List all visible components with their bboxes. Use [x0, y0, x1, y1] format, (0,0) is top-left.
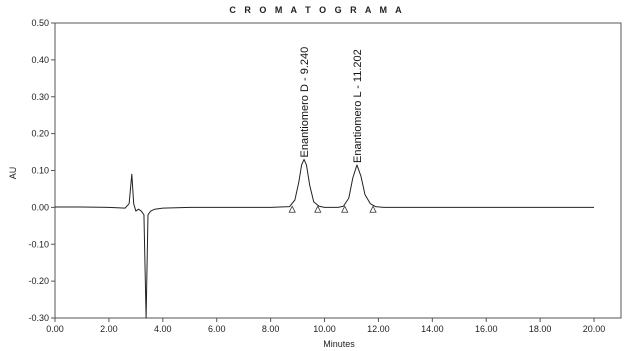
- peak-label: Enantiomero D - 9.240: [299, 47, 311, 158]
- integration-marker: [314, 205, 322, 213]
- y-tick-label: 0.30: [31, 92, 49, 102]
- plot-frame: [54, 22, 622, 319]
- x-tick-label: 12.00: [367, 324, 390, 334]
- y-tick-label: -0.10: [28, 239, 49, 249]
- x-tick-label: 10.00: [313, 324, 336, 334]
- x-tick-label: 4.00: [154, 324, 172, 334]
- integration-marker: [369, 205, 377, 213]
- y-tick-label: 0.10: [31, 166, 49, 176]
- y-axis-label: AU: [8, 167, 18, 180]
- integration-markers: [288, 205, 377, 213]
- x-tick-label: 2.00: [100, 324, 118, 334]
- y-tick-label: 0.00: [31, 202, 49, 212]
- y-tick-label: 0.50: [31, 18, 49, 28]
- x-axis: 0.00 2.00 4.00 6.00 8.00 10.00 12.00 14.00 16.00…: [46, 318, 605, 334]
- chromatogram-trace: [55, 158, 595, 319]
- y-tick-label: -0.30: [28, 313, 49, 323]
- x-axis-label: Minutes: [323, 339, 355, 349]
- x-tick-label: 8.00: [262, 324, 280, 334]
- integration-marker: [288, 205, 296, 213]
- x-tick-label: 14.00: [421, 324, 444, 334]
- x-tick-label: 16.00: [475, 324, 498, 334]
- x-tick-label: 6.00: [208, 324, 226, 334]
- x-tick-label: 0.00: [46, 324, 64, 334]
- y-tick-label: 0.20: [31, 129, 49, 139]
- integration-marker: [341, 205, 349, 213]
- x-tick-label: 18.00: [529, 324, 552, 334]
- y-tick-label: 0.40: [31, 55, 49, 65]
- peak-label: Enantiomero L - 11.202: [352, 49, 364, 163]
- y-tick-label: -0.20: [28, 276, 49, 286]
- peak-labels: Enantiomero D - 9.240 Enantiomero L - 11.…: [299, 47, 364, 163]
- chart-title: C R O M A T O G R A M A: [229, 5, 404, 15]
- x-tick-label: 20.00: [583, 324, 606, 334]
- y-axis: 0.50 0.40 0.30 0.20 0.10 0.00 -0.10 -0.20 -0.30: [28, 18, 55, 323]
- series-layer: [55, 158, 595, 319]
